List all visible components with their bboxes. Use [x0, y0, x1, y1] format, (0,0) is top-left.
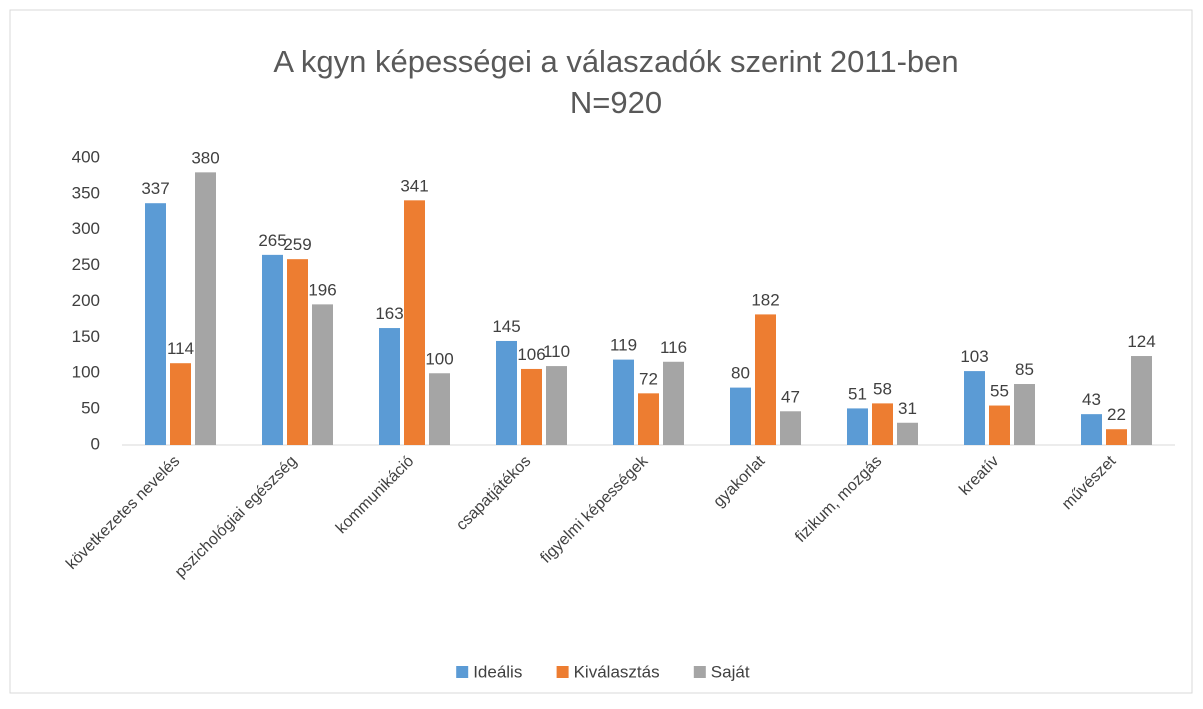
bar: [897, 422, 918, 445]
value-label: 72: [639, 369, 658, 388]
value-label: 265: [258, 231, 286, 250]
bar: [429, 373, 450, 445]
y-tick-label: 150: [72, 327, 100, 346]
legend-swatch: [456, 666, 469, 678]
value-label: 119: [610, 336, 637, 355]
y-tick-label: 400: [72, 147, 100, 166]
legend-label: Kiválasztás: [574, 662, 660, 681]
value-label: 110: [543, 342, 570, 361]
bar: [613, 359, 634, 445]
bar: [262, 254, 283, 445]
chart-subtitle: N=920: [570, 85, 662, 120]
bar: [989, 405, 1010, 445]
value-label: 58: [873, 379, 892, 398]
y-tick-label: 200: [72, 291, 100, 310]
bar: [195, 172, 216, 445]
value-label: 80: [731, 364, 750, 383]
value-label: 116: [660, 338, 687, 357]
y-tick-label: 0: [91, 434, 100, 453]
value-label: 106: [517, 345, 545, 364]
y-tick-label: 300: [72, 219, 100, 238]
bar: [1131, 356, 1152, 445]
bar: [145, 203, 166, 445]
value-label: 124: [1127, 332, 1155, 351]
bar: [780, 411, 801, 445]
legend-label: Ideális: [473, 662, 522, 681]
value-label: 163: [375, 304, 403, 323]
value-label: 100: [425, 349, 453, 368]
value-label: 114: [167, 339, 194, 358]
bar: [730, 387, 751, 445]
bar: [287, 259, 308, 445]
bar: [638, 393, 659, 445]
value-label: 182: [751, 290, 779, 309]
bar: [755, 314, 776, 445]
bar: [1081, 414, 1102, 445]
value-label: 103: [960, 347, 988, 366]
value-label: 145: [492, 317, 520, 336]
value-label: 22: [1107, 405, 1126, 424]
bar: [404, 200, 425, 445]
value-label: 31: [898, 399, 917, 418]
value-label: 337: [141, 179, 169, 198]
value-label: 259: [283, 235, 311, 254]
chart-title: A kgyn képességei a válaszadók szerint 2…: [273, 44, 958, 79]
value-label: 380: [191, 148, 219, 167]
bar: [496, 340, 517, 445]
bar: [1014, 384, 1035, 445]
value-label: 47: [781, 387, 800, 406]
bar: [964, 371, 985, 445]
legend-swatch: [556, 666, 569, 678]
bar: [1106, 429, 1127, 445]
bar: [847, 408, 868, 445]
value-label: 51: [848, 384, 867, 403]
bar: [872, 403, 893, 445]
value-label: 85: [1015, 360, 1034, 379]
y-tick-label: 250: [72, 255, 100, 274]
legend-label: Saját: [711, 662, 750, 681]
legend-swatch: [693, 666, 706, 678]
value-label: 196: [308, 280, 336, 299]
y-tick-label: 100: [72, 363, 100, 382]
value-label: 55: [990, 382, 1009, 401]
bar: [546, 366, 567, 445]
bar: [170, 363, 191, 445]
value-label: 43: [1082, 390, 1101, 409]
y-tick-label: 350: [72, 183, 100, 202]
value-label: 341: [400, 176, 428, 195]
bar: [663, 361, 684, 445]
y-tick-label: 50: [81, 399, 100, 418]
bar: [379, 328, 400, 445]
bar: [312, 304, 333, 445]
bar: [521, 368, 542, 445]
